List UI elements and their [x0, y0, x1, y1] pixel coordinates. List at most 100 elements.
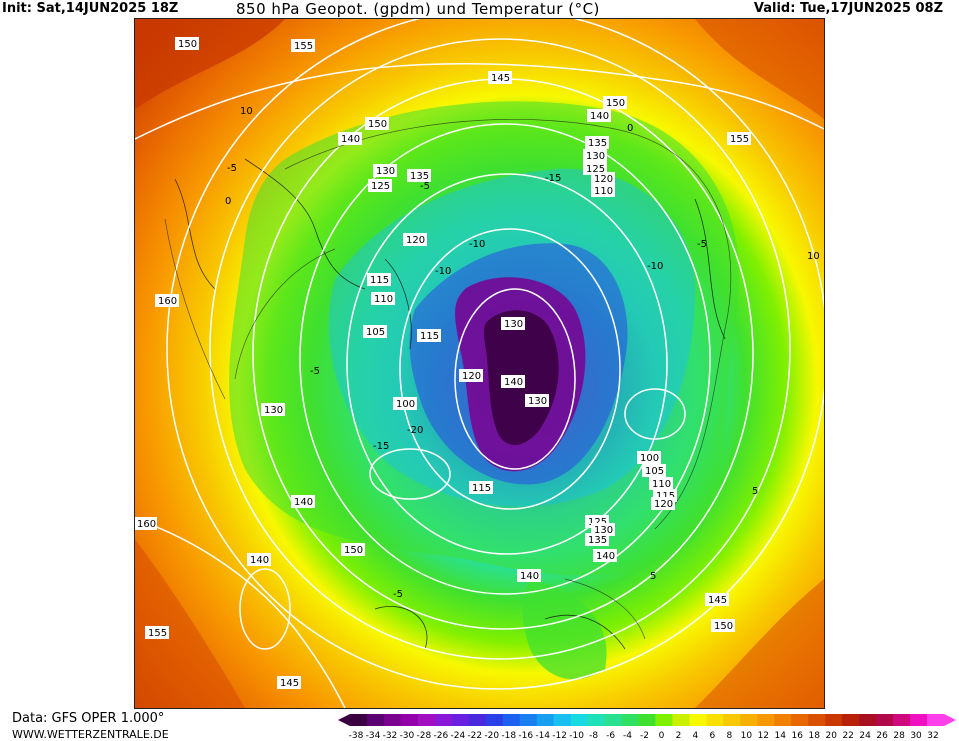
legend-tick-label: -18 [501, 731, 516, 740]
geo-label: 150 [711, 619, 735, 632]
svg-text:140: 140 [520, 571, 539, 582]
legend-tick-label: 6 [710, 731, 716, 740]
legend-swatch [672, 714, 690, 726]
legend-swatch [638, 714, 656, 726]
geo-label: 115 [417, 329, 441, 342]
temp-label: -5 [697, 239, 707, 250]
legend-swatch [587, 714, 606, 726]
legend-swatch [536, 714, 555, 726]
legend-swatch [706, 714, 724, 726]
geo-label: 140 [593, 549, 617, 562]
svg-text:135: 135 [588, 535, 607, 546]
geo-label: 125 [583, 162, 607, 175]
temp-label: -5 [420, 181, 430, 192]
geo-label: 155 [145, 626, 169, 639]
legend-tick-label: 14 [775, 731, 787, 740]
svg-text:100: 100 [396, 399, 415, 410]
geo-label: 135 [585, 533, 609, 546]
legend-tick-label: -20 [484, 731, 499, 740]
weather-map: 150 155 145 150 155 150 140 135 130 125 … [134, 18, 825, 709]
legend-swatch [842, 714, 860, 726]
temp-label: -20 [407, 425, 423, 436]
legend-colorbar: -38 -34 -32 -30 -28 -26 -24 -22 -20 -18 -16 -14 -12-… [338, 714, 956, 740]
svg-text:140: 140 [294, 497, 313, 508]
legend-tick-label: 22 [842, 731, 853, 740]
geo-label: 110 [649, 477, 673, 490]
coastlines [174, 158, 726, 650]
geo-label: 120 [591, 172, 615, 185]
legend-tick-label: -6 [606, 731, 615, 740]
legend-swatch [451, 714, 470, 726]
geo-label: 140 [517, 569, 541, 582]
green-zone-south [522, 579, 607, 680]
svg-text:130: 130 [504, 319, 523, 330]
legend-swatch [570, 714, 589, 726]
legend-tick-label: 30 [910, 731, 922, 740]
svg-text:160: 160 [137, 519, 156, 530]
legend-tick-label: -32 [383, 731, 398, 740]
legend-swatch [740, 714, 758, 726]
svg-text:115: 115 [370, 275, 389, 286]
svg-text:155: 155 [148, 628, 167, 639]
legend-tick-label: -34 [366, 731, 381, 740]
geo-label: 105 [642, 464, 666, 477]
geo-label: 150 [175, 37, 199, 50]
geo-label: 140 [338, 132, 362, 145]
geo-label: 140 [587, 109, 611, 122]
svg-text:105: 105 [366, 327, 385, 338]
svg-text:110: 110 [374, 294, 393, 305]
legend-tick-label: -24 [450, 731, 465, 740]
svg-text:145: 145 [280, 678, 299, 689]
geo-label: 125 [368, 179, 392, 192]
geo-label: 120 [403, 233, 427, 246]
legend-swatch [723, 714, 741, 726]
legend-swatch [485, 714, 504, 726]
temp-label: -5 [310, 366, 320, 377]
svg-text:155: 155 [294, 41, 313, 52]
svg-text:140: 140 [341, 134, 360, 145]
legend-tick-label: 24 [859, 731, 871, 740]
svg-text:110: 110 [594, 186, 613, 197]
svg-text:115: 115 [472, 483, 491, 494]
geo-label: 160 [135, 517, 157, 530]
legend-swatch [876, 714, 894, 726]
svg-text:145: 145 [491, 73, 510, 84]
legend-tick-label: -8 [589, 731, 598, 740]
header-bar: Init: Sat,14JUN2025 18Z 850 hPa Geopot. … [0, 0, 959, 18]
svg-text:150: 150 [344, 545, 363, 556]
svg-text:140: 140 [250, 555, 269, 566]
geo-label: 145 [277, 676, 301, 689]
legend-tick-label: 12 [758, 731, 769, 740]
legend-swatch [519, 714, 538, 726]
legend-tick-label: -14 [535, 731, 550, 740]
legend-swatch [774, 714, 792, 726]
svg-text:125: 125 [588, 517, 607, 528]
legend-swatch [621, 714, 640, 726]
legend-swatch [434, 714, 453, 726]
geo-label: 130 [373, 164, 397, 177]
geo-label: 120 [459, 369, 483, 382]
legend-swatch [791, 714, 809, 726]
geo-label: 105 [363, 325, 387, 338]
legend-tick-label: -26 [434, 731, 449, 740]
legend-tick-label: 20 [825, 731, 837, 740]
svg-text:130: 130 [376, 166, 395, 177]
legend-swatch [893, 714, 911, 726]
svg-text:120: 120 [594, 174, 613, 185]
data-source: Data: GFS OPER 1.000° [12, 711, 165, 726]
legend-swatch [655, 714, 673, 726]
legend-swatch [400, 714, 419, 726]
temp-label: 0 [225, 196, 231, 207]
temp-label: -15 [373, 441, 389, 452]
legend-tick-label: 32 [927, 731, 938, 740]
temp-label: -5 [393, 589, 403, 600]
legend-swatch [417, 714, 436, 726]
geo-label: 130 [501, 317, 525, 330]
legend-tick-label: 26 [876, 731, 888, 740]
legend-tick-label: -4 [623, 731, 632, 740]
website-link[interactable]: WWW.WETTERZENTRALE.DE [12, 728, 169, 741]
geo-label: 140 [247, 553, 271, 566]
svg-text:115: 115 [656, 491, 675, 502]
svg-text:115: 115 [420, 331, 439, 342]
temperature-legend: -38 -34 -32 -30 -28 -26 -24 -22 -20 -18 -16 -14 -12-… [338, 712, 958, 740]
